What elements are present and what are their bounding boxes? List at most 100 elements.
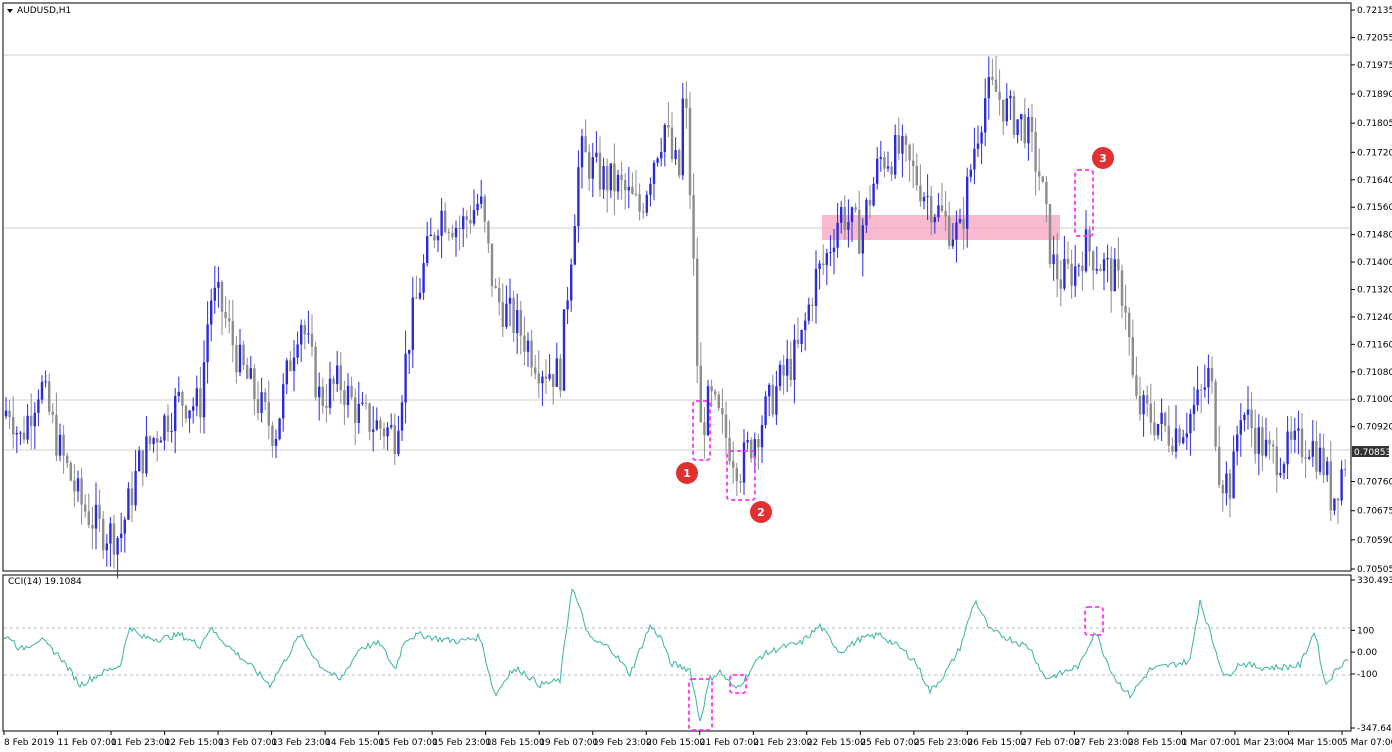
candles — [4, 56, 1347, 579]
candle-body — [408, 349, 411, 354]
marker-2-label: 2 — [757, 506, 765, 519]
candle-body — [530, 340, 533, 368]
price-pane[interactable] — [2, 2, 1352, 572]
candle-body — [55, 414, 58, 456]
candle-body — [1164, 412, 1167, 426]
candle-body — [1261, 427, 1264, 456]
cci-highlight-box-2 — [729, 674, 747, 694]
cci-highlight-box-1 — [688, 678, 713, 731]
candle-body — [872, 183, 875, 206]
candle-body — [102, 518, 105, 551]
price-tick-label: 0.71720 — [1357, 148, 1392, 158]
candle-body — [1038, 171, 1041, 177]
time-tick-label: 13 Feb 23:00 — [272, 738, 331, 748]
candle-body — [91, 525, 94, 529]
candle-body — [663, 125, 666, 152]
price-tick-label: 0.71560 — [1357, 203, 1392, 213]
candle-body — [1239, 420, 1242, 435]
candle-body — [26, 415, 29, 440]
candle-body — [645, 194, 648, 213]
candle-body — [991, 76, 994, 80]
candle-body — [742, 442, 746, 483]
candle-body — [537, 373, 540, 384]
candle-body — [195, 388, 198, 407]
candle-body — [962, 219, 965, 229]
candle-body — [393, 425, 396, 455]
candle-body — [1131, 337, 1134, 376]
candle-body — [1146, 395, 1149, 404]
candle-body — [609, 163, 612, 191]
cci-axis[interactable]: 330.4935 100 0.00 -100 -347.6407 — [1351, 576, 1392, 734]
candle-body — [465, 216, 468, 220]
candle-body — [400, 402, 404, 431]
candle-body — [332, 378, 335, 385]
candle-body — [757, 439, 760, 448]
candle-body — [264, 392, 267, 403]
time-tick-label: 15 Feb 07:00 — [379, 738, 438, 748]
candle-body — [1196, 389, 1199, 406]
candle-body — [228, 318, 231, 322]
candle-body — [519, 310, 522, 336]
candle-body — [566, 300, 569, 310]
candle-body — [512, 297, 515, 334]
dropdown-arrow-icon[interactable] — [7, 9, 13, 13]
candle-body — [616, 174, 620, 192]
marker-1: 1 — [676, 462, 698, 484]
candle-body — [1200, 389, 1203, 391]
candle-body — [1030, 116, 1034, 133]
candle-body — [199, 388, 202, 418]
candle-body — [346, 385, 350, 406]
candle-body — [109, 523, 112, 544]
time-tick-label: 8 Feb 2019 — [4, 738, 55, 748]
candle-body — [328, 378, 332, 408]
candle-body — [1002, 99, 1005, 122]
price-tick-label: 0.71080 — [1357, 368, 1392, 378]
candle-body — [580, 136, 584, 168]
candle-body — [274, 438, 278, 446]
candle-body — [699, 365, 702, 423]
candle-body — [148, 436, 152, 445]
candle-body — [476, 203, 479, 211]
candle-body — [33, 412, 36, 427]
candle-body — [339, 365, 342, 391]
candle-body — [976, 143, 980, 149]
candle-body — [282, 384, 285, 419]
candle-body — [418, 292, 422, 299]
candle-body — [1300, 428, 1304, 458]
candle-body — [1340, 469, 1343, 501]
candle-body — [296, 344, 299, 358]
candle-body — [688, 107, 692, 196]
time-tick-label: 22 Feb 15:00 — [807, 738, 866, 748]
candle-body — [224, 311, 227, 319]
candle-body — [1117, 259, 1120, 271]
candle-body — [1066, 258, 1070, 264]
cci-pane[interactable] — [2, 574, 1352, 732]
candle-body — [1207, 367, 1210, 388]
chart-title[interactable]: AUDUSD,H1 — [7, 6, 71, 16]
candle-body — [1120, 270, 1124, 306]
candle-body — [591, 157, 594, 179]
candle-body — [1128, 312, 1131, 338]
candle-body — [1268, 439, 1271, 445]
candle-body — [1012, 95, 1016, 135]
candle-body — [516, 310, 519, 334]
candle-body — [746, 440, 749, 443]
time-tick-label: 27 Feb 23:00 — [1074, 738, 1133, 748]
candle-body — [814, 268, 818, 306]
candle-body — [656, 158, 659, 163]
candle-body — [667, 125, 670, 128]
candle-body — [163, 415, 166, 441]
price-axis[interactable]: 0.72135 0.72055 0.71975 0.71890 0.71805 0.717… — [1351, 6, 1392, 575]
candle-body — [361, 402, 364, 404]
candle-body — [184, 405, 188, 419]
candle-body — [760, 425, 764, 448]
candle-body — [1329, 461, 1332, 511]
candle-body — [804, 320, 807, 331]
candle-body — [292, 357, 296, 371]
candle-body — [48, 381, 51, 412]
candle-body — [634, 193, 638, 195]
candle-body — [613, 163, 616, 192]
candle-body — [73, 480, 76, 492]
candle-body — [246, 365, 249, 379]
